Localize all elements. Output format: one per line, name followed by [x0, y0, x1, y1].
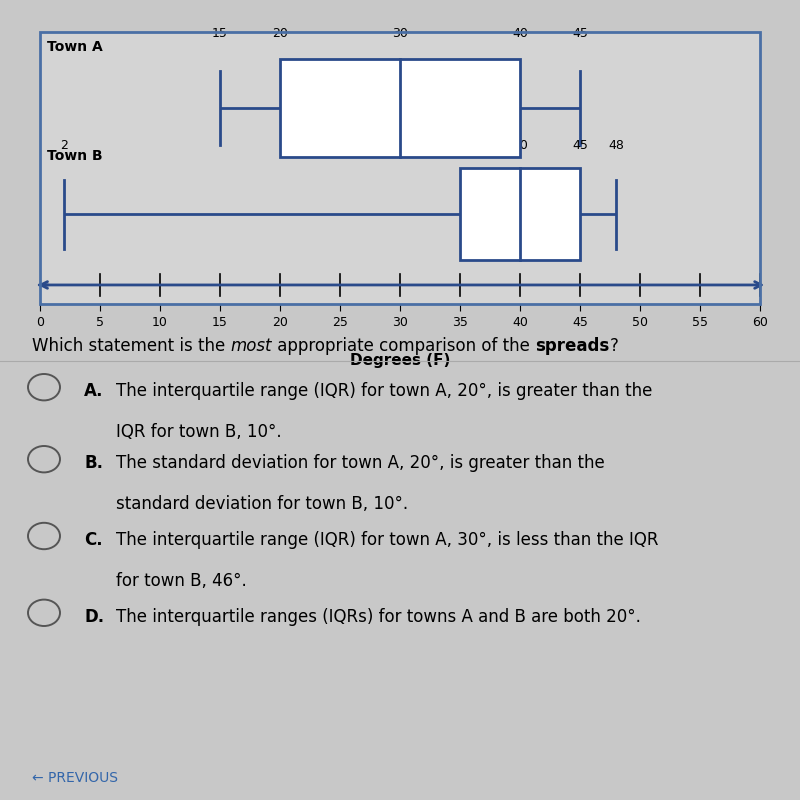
Text: Degrees (F): Degrees (F) [350, 353, 450, 368]
Text: Town B: Town B [47, 149, 103, 163]
Text: D.: D. [84, 608, 104, 626]
Text: 2: 2 [60, 138, 68, 152]
Text: 35: 35 [452, 138, 468, 152]
Text: 15: 15 [212, 27, 228, 40]
Text: 30: 30 [392, 27, 408, 40]
Text: 40: 40 [512, 27, 528, 40]
Text: ← PREVIOUS: ← PREVIOUS [32, 771, 118, 786]
Text: 48: 48 [608, 138, 624, 152]
Text: B.: B. [84, 454, 103, 472]
Text: most: most [230, 337, 272, 355]
Text: The interquartile ranges (IQRs) for towns A and B are both 20°.: The interquartile ranges (IQRs) for town… [116, 608, 641, 626]
Text: spreads: spreads [535, 337, 610, 355]
Text: The standard deviation for town A, 20°, is greater than the: The standard deviation for town A, 20°, … [116, 454, 605, 472]
Text: 40: 40 [512, 138, 528, 152]
Text: Which statement is the: Which statement is the [32, 337, 230, 355]
Text: 45: 45 [572, 138, 588, 152]
Text: ?: ? [610, 337, 618, 355]
Text: IQR for town B, 10°.: IQR for town B, 10°. [116, 423, 282, 442]
Text: appropriate comparison of the: appropriate comparison of the [272, 337, 535, 355]
Text: A.: A. [84, 382, 103, 400]
Text: for town B, 46°.: for town B, 46°. [116, 572, 246, 590]
Bar [460, 168, 580, 261]
Text: 45: 45 [572, 27, 588, 40]
Text: 20: 20 [272, 27, 288, 40]
Text: The interquartile range (IQR) for town A, 20°, is greater than the: The interquartile range (IQR) for town A… [116, 382, 652, 400]
Text: The interquartile range (IQR) for town A, 30°, is less than the IQR: The interquartile range (IQR) for town A… [116, 531, 658, 549]
Text: Town A: Town A [47, 40, 103, 54]
Text: standard deviation for town B, 10°.: standard deviation for town B, 10°. [116, 495, 408, 514]
Text: C.: C. [84, 531, 102, 549]
Bar [280, 59, 520, 157]
